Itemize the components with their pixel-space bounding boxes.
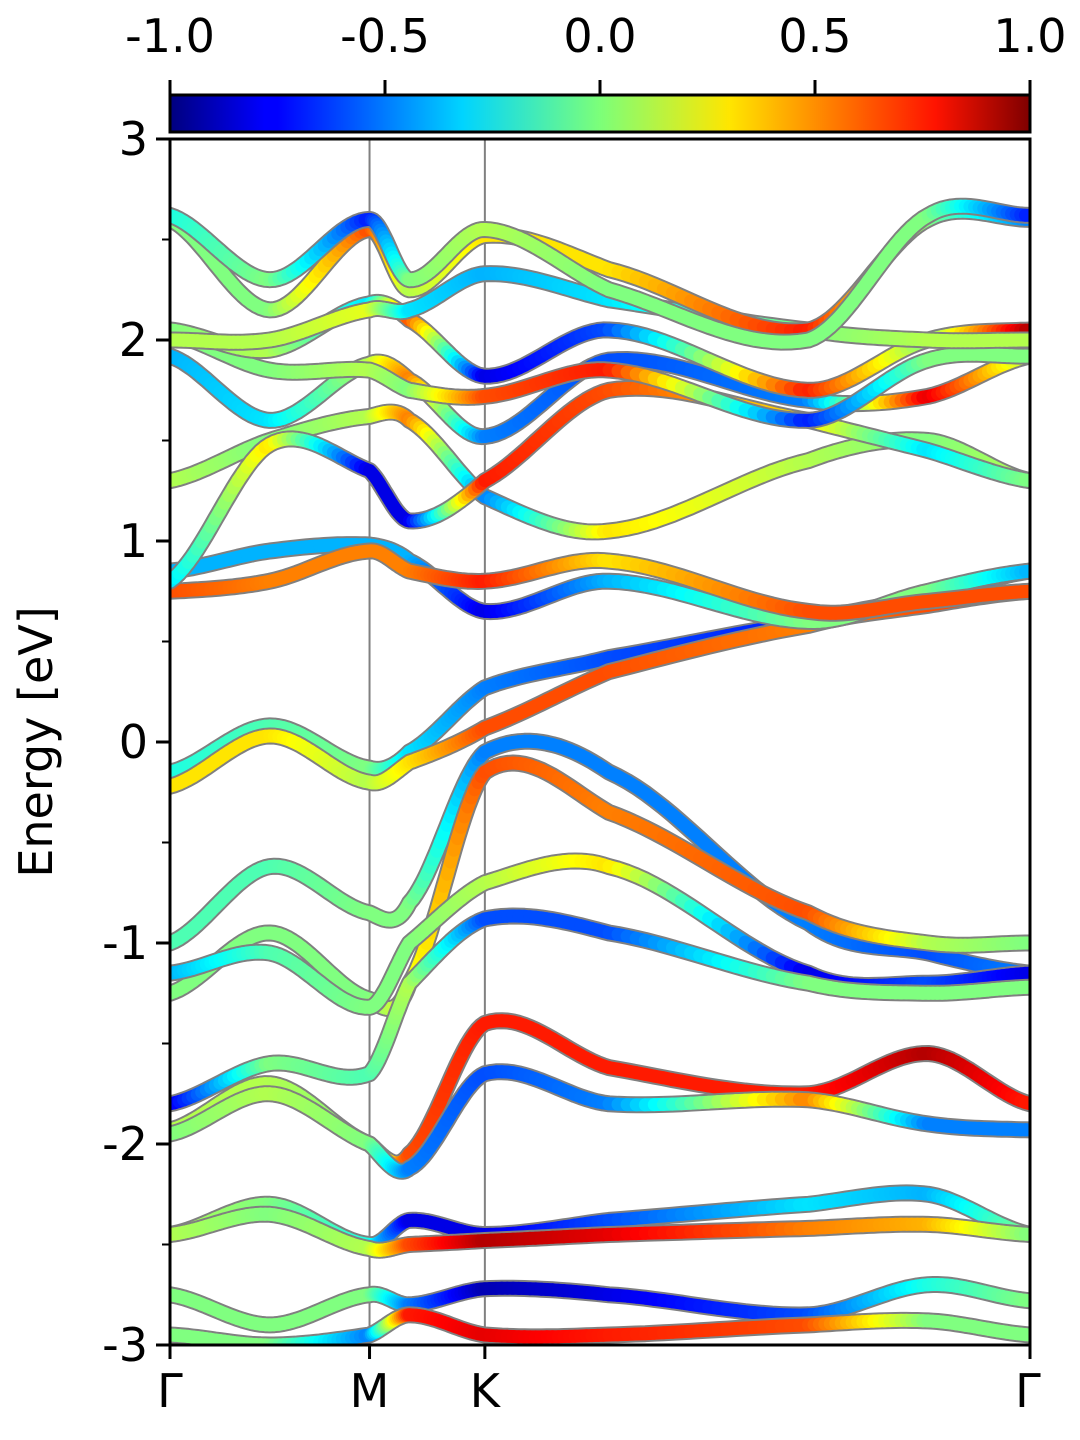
band xyxy=(170,347,1030,446)
band xyxy=(170,197,1030,351)
y-tick-label: -1 xyxy=(102,916,148,970)
colorbar: -1.0 -0.5 0.0 0.5 1.0 xyxy=(125,9,1067,134)
colorbar-tick-label: 0.5 xyxy=(778,9,851,63)
x-tick-label: M xyxy=(350,1364,390,1418)
y-axis-label: Energy [eV] xyxy=(9,606,63,877)
band xyxy=(170,1306,1030,1345)
x-tick-label: Γ xyxy=(157,1364,183,1418)
colorbar-gradient xyxy=(168,93,1032,134)
colorbar-tick-label: -0.5 xyxy=(340,9,430,63)
band xyxy=(170,1205,1030,1259)
x-tick-label: Γ xyxy=(1015,1364,1041,1418)
plot-area xyxy=(168,137,1032,1347)
colorbar-tick-label: 1.0 xyxy=(993,9,1066,63)
band xyxy=(170,1276,1030,1334)
y-tick-label: 2 xyxy=(119,313,148,367)
y-axis: 3 2 1 0 -1 -2 -3 xyxy=(102,112,170,1372)
band xyxy=(170,325,1030,429)
colorbar-tick-label: -1.0 xyxy=(125,9,215,63)
colorbar-tick-label: 0.0 xyxy=(563,9,636,63)
band xyxy=(170,582,1030,795)
x-tick-label: K xyxy=(470,1364,502,1418)
y-tick-label: 3 xyxy=(119,112,148,166)
y-tick-label: 0 xyxy=(119,715,148,769)
colorbar-ticks: -1.0 -0.5 0.0 0.5 1.0 xyxy=(125,9,1067,95)
band xyxy=(170,542,1030,622)
y-tick-label: -3 xyxy=(102,1318,148,1372)
y-tick-label: 1 xyxy=(119,514,148,568)
band xyxy=(170,1063,1030,1180)
bands xyxy=(170,197,1030,1345)
band xyxy=(170,732,1030,982)
y-tick-label: -2 xyxy=(102,1117,148,1171)
